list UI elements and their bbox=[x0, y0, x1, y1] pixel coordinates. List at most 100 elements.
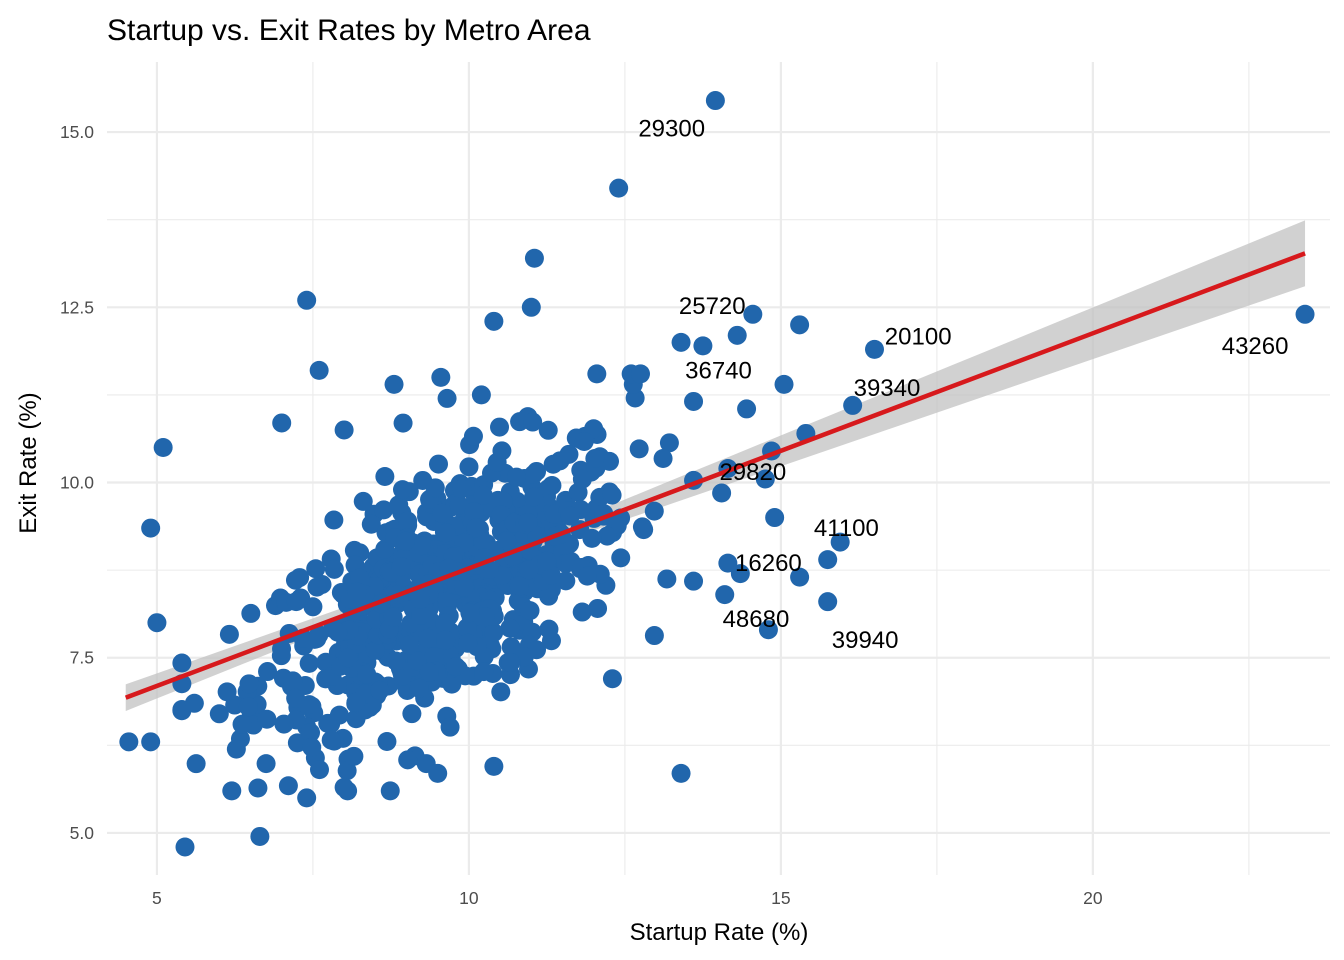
data-point bbox=[375, 467, 395, 487]
data-point bbox=[318, 713, 338, 733]
data-point bbox=[460, 603, 480, 623]
data-point bbox=[774, 374, 794, 394]
data-point bbox=[538, 420, 558, 440]
data-points bbox=[119, 91, 1315, 857]
data-point bbox=[671, 763, 691, 783]
data-point bbox=[370, 680, 390, 700]
data-point bbox=[507, 467, 527, 487]
data-point bbox=[500, 618, 520, 638]
data-point bbox=[446, 657, 466, 677]
data-point bbox=[521, 297, 541, 317]
data-point bbox=[386, 651, 406, 671]
data-point bbox=[644, 626, 664, 646]
data-point bbox=[518, 513, 538, 533]
data-point bbox=[222, 781, 242, 801]
data-point bbox=[411, 606, 431, 626]
point-label: 43260 bbox=[1222, 333, 1289, 360]
data-point bbox=[487, 452, 507, 472]
point-label: 41100 bbox=[814, 515, 879, 542]
point-label: 36740 bbox=[685, 357, 752, 384]
data-point bbox=[765, 508, 785, 528]
point-label: 39340 bbox=[854, 375, 921, 402]
data-point bbox=[409, 678, 429, 698]
data-point bbox=[473, 485, 493, 505]
data-point bbox=[309, 625, 329, 645]
data-point bbox=[542, 476, 562, 496]
data-point bbox=[217, 682, 237, 702]
data-point bbox=[543, 454, 563, 474]
data-point bbox=[684, 571, 704, 591]
point-label: 25720 bbox=[679, 293, 746, 320]
data-point bbox=[377, 731, 397, 751]
x-tick-label: 5 bbox=[152, 888, 162, 908]
data-point bbox=[399, 635, 419, 655]
data-point bbox=[459, 457, 479, 477]
data-point bbox=[141, 732, 161, 752]
point-label: 20100 bbox=[885, 324, 952, 351]
data-point bbox=[309, 760, 329, 780]
data-point bbox=[425, 478, 445, 498]
data-point bbox=[588, 598, 608, 618]
data-point bbox=[232, 714, 252, 734]
data-point bbox=[347, 582, 367, 602]
data-point bbox=[407, 651, 427, 671]
data-point bbox=[119, 732, 139, 752]
data-point bbox=[743, 304, 763, 324]
data-point bbox=[520, 601, 540, 621]
data-point bbox=[324, 510, 344, 530]
data-point bbox=[428, 763, 448, 783]
y-tick-label: 5.0 bbox=[70, 823, 95, 843]
data-point bbox=[790, 315, 810, 335]
data-point bbox=[153, 437, 173, 457]
data-point bbox=[634, 520, 654, 540]
data-point bbox=[452, 479, 472, 499]
data-point bbox=[306, 559, 326, 579]
y-tick-label: 7.5 bbox=[70, 648, 94, 668]
data-point bbox=[299, 653, 319, 673]
data-point bbox=[436, 523, 456, 543]
data-point bbox=[374, 500, 394, 520]
data-point bbox=[524, 464, 544, 484]
data-point bbox=[286, 688, 306, 708]
data-point bbox=[597, 526, 617, 546]
data-point bbox=[307, 577, 327, 597]
point-label: 39940 bbox=[832, 627, 899, 654]
data-point bbox=[147, 613, 167, 633]
data-point bbox=[524, 248, 544, 268]
data-point bbox=[287, 733, 307, 753]
data-point bbox=[301, 723, 321, 743]
data-point bbox=[380, 781, 400, 801]
data-point bbox=[238, 697, 258, 717]
data-point bbox=[556, 571, 576, 591]
data-point bbox=[357, 664, 377, 684]
data-point bbox=[334, 777, 354, 797]
data-point bbox=[523, 412, 543, 432]
data-point bbox=[602, 485, 622, 505]
data-point bbox=[226, 739, 246, 759]
data-point bbox=[457, 618, 477, 638]
data-point bbox=[302, 737, 322, 757]
data-point bbox=[393, 413, 413, 433]
data-point bbox=[389, 495, 409, 515]
data-point bbox=[659, 433, 679, 453]
data-point bbox=[718, 553, 738, 573]
data-point bbox=[248, 778, 268, 798]
data-point bbox=[440, 717, 460, 737]
data-point bbox=[474, 662, 494, 682]
data-point bbox=[611, 548, 631, 568]
data-point bbox=[712, 483, 732, 503]
data-point bbox=[436, 630, 456, 650]
data-point bbox=[644, 501, 664, 521]
data-point bbox=[297, 788, 317, 808]
data-point bbox=[602, 669, 622, 689]
point-label: 16260 bbox=[735, 550, 802, 577]
data-point bbox=[509, 576, 529, 596]
fit-line-group bbox=[124, 251, 1306, 700]
data-point bbox=[657, 569, 677, 589]
data-point bbox=[241, 603, 261, 623]
data-point bbox=[309, 360, 329, 380]
data-point bbox=[818, 592, 838, 612]
data-point bbox=[463, 426, 483, 446]
data-point bbox=[395, 531, 415, 551]
